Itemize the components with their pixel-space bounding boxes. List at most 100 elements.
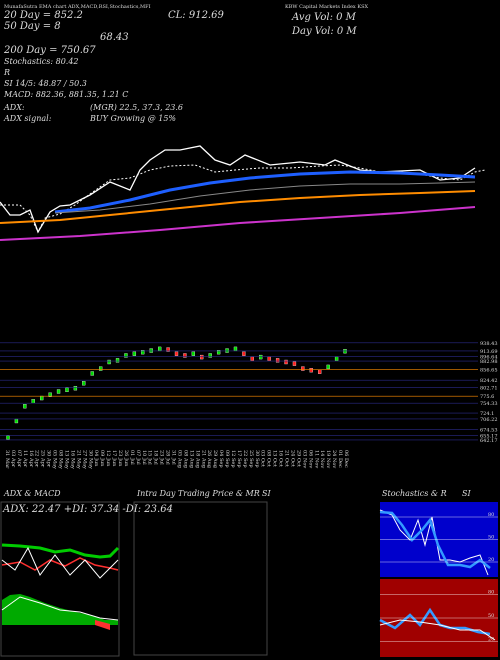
date-label: 24 Nov	[331, 450, 337, 468]
candle	[242, 351, 246, 356]
candle	[132, 351, 137, 356]
candle	[107, 359, 111, 365]
stats: 20 Day = 852.250 Day = 8 68.43 200 Day = 7…	[3, 10, 183, 123]
date-label: 05 Aug	[176, 450, 182, 469]
candle	[6, 435, 10, 440]
date-label: 07 Apr	[16, 450, 22, 468]
level-label: 50	[488, 535, 494, 541]
candle	[334, 356, 339, 361]
candle	[318, 369, 322, 374]
date-label: 16 May	[69, 450, 75, 469]
date-label: 13 Oct	[272, 450, 278, 467]
panel-si: SI	[262, 489, 271, 498]
date-axis: 31 Mar 03 Apr 07 Apr 11 Apr 16 Apr 22 Apr 25 A…	[4, 450, 349, 469]
ema100-line	[0, 190, 476, 224]
candle	[183, 353, 187, 358]
date-label: 03 Apr	[10, 450, 16, 468]
candle	[259, 354, 263, 360]
price-label: 913.69	[480, 349, 498, 355]
candle	[301, 366, 305, 371]
adx-line	[1, 546, 119, 579]
candle	[124, 353, 128, 358]
candle	[216, 350, 221, 355]
date-label: 23 Jun	[117, 450, 123, 467]
panel-title: Stochastics & R	[382, 489, 447, 498]
date-label: 30 Apr	[46, 450, 52, 468]
price-label: 706.22	[480, 417, 498, 423]
price-label: 655.17	[480, 434, 498, 440]
macd-hist-neg	[95, 620, 110, 630]
candle	[48, 392, 52, 397]
date-label: 11 Nov	[313, 450, 319, 468]
date-label: 14 Nov	[319, 450, 325, 468]
candle	[99, 366, 103, 371]
date-label: 16 Oct	[278, 450, 284, 467]
candle	[65, 387, 69, 393]
index-name: KBW Capital Markets Index KSX	[285, 4, 368, 10]
date-label: 22 Sep	[242, 450, 248, 468]
candle	[73, 386, 78, 391]
candle	[31, 399, 35, 404]
date-label: 31 Jul	[171, 450, 177, 465]
date-label: 09 Jun	[99, 450, 105, 467]
panel-levels: 80 50 20 80 50 20	[380, 512, 498, 642]
date-label: 03 Oct	[260, 450, 266, 467]
plus-di	[1, 543, 120, 559]
date-label: 26 Aug	[206, 450, 212, 469]
date-label: 01 Jul	[129, 450, 135, 465]
date-label: 17 Jun	[111, 450, 117, 467]
date-label: 09 Sep	[224, 450, 230, 468]
minus-di	[1, 557, 119, 571]
date-label: 15 Jul	[147, 450, 153, 465]
stat-text: ADX:	[3, 103, 25, 112]
date-label: 25 Apr	[40, 450, 46, 468]
date-label: 08 May	[58, 450, 64, 469]
date-label: 10 Jul	[141, 450, 147, 465]
price-label: 775.6	[480, 394, 494, 400]
date-label: 06 Nov	[307, 450, 313, 468]
stat-text: (MGR) 22.5, 37.3, 23.6	[90, 103, 183, 112]
stat-text: Stochastics: 80.42	[4, 57, 79, 66]
date-label: 04 Sep	[218, 450, 224, 468]
candle	[191, 351, 196, 356]
candle	[166, 347, 170, 352]
candle	[82, 381, 86, 386]
date-label: 04 Jun	[93, 450, 99, 467]
candle	[309, 368, 313, 373]
level-label: 50	[488, 613, 494, 619]
date-label: 12 Jun	[105, 450, 111, 467]
candle	[250, 356, 254, 361]
candle	[174, 351, 179, 356]
price-label: 938.43	[480, 341, 498, 347]
rsi-signal	[379, 619, 496, 641]
macd-line	[1, 596, 119, 621]
site-title: MunafaSutra EMA chart ADX,MACD,RSI,Stoch…	[4, 4, 151, 10]
date-label: 17 Sep	[236, 450, 242, 468]
price-label: 754.33	[480, 401, 498, 407]
candle	[200, 354, 204, 360]
ema50-line	[54, 181, 476, 214]
date-label: 24 Oct	[289, 450, 295, 467]
price-label: 882.98	[480, 359, 498, 365]
level-label: 80	[488, 590, 494, 596]
price-label: 674.53	[480, 427, 498, 433]
date-label: 08 Oct	[266, 450, 272, 467]
date-label: 29 Aug	[212, 450, 218, 469]
level-label: 20	[488, 557, 494, 563]
candle	[115, 358, 120, 363]
date-label: 18 Aug	[194, 450, 200, 469]
date-label: 06 Dec	[343, 450, 349, 468]
close-price: CL: 912.69	[168, 10, 224, 21]
panel-title: Intra Day Trading Price & MR	[136, 489, 260, 498]
date-label: 12 Sep	[230, 450, 236, 468]
date-label: 31 Mar	[4, 450, 10, 469]
level-label: 20	[488, 636, 494, 642]
candle	[343, 349, 347, 354]
date-label: 08 Aug	[182, 450, 188, 469]
candle	[141, 350, 145, 355]
date-label: 30 Sep	[254, 450, 260, 468]
candle	[208, 353, 212, 358]
panel-title: ADX & MACD	[3, 489, 61, 498]
date-label: 21 May	[75, 450, 81, 469]
date-label: 28 Jul	[165, 450, 171, 465]
